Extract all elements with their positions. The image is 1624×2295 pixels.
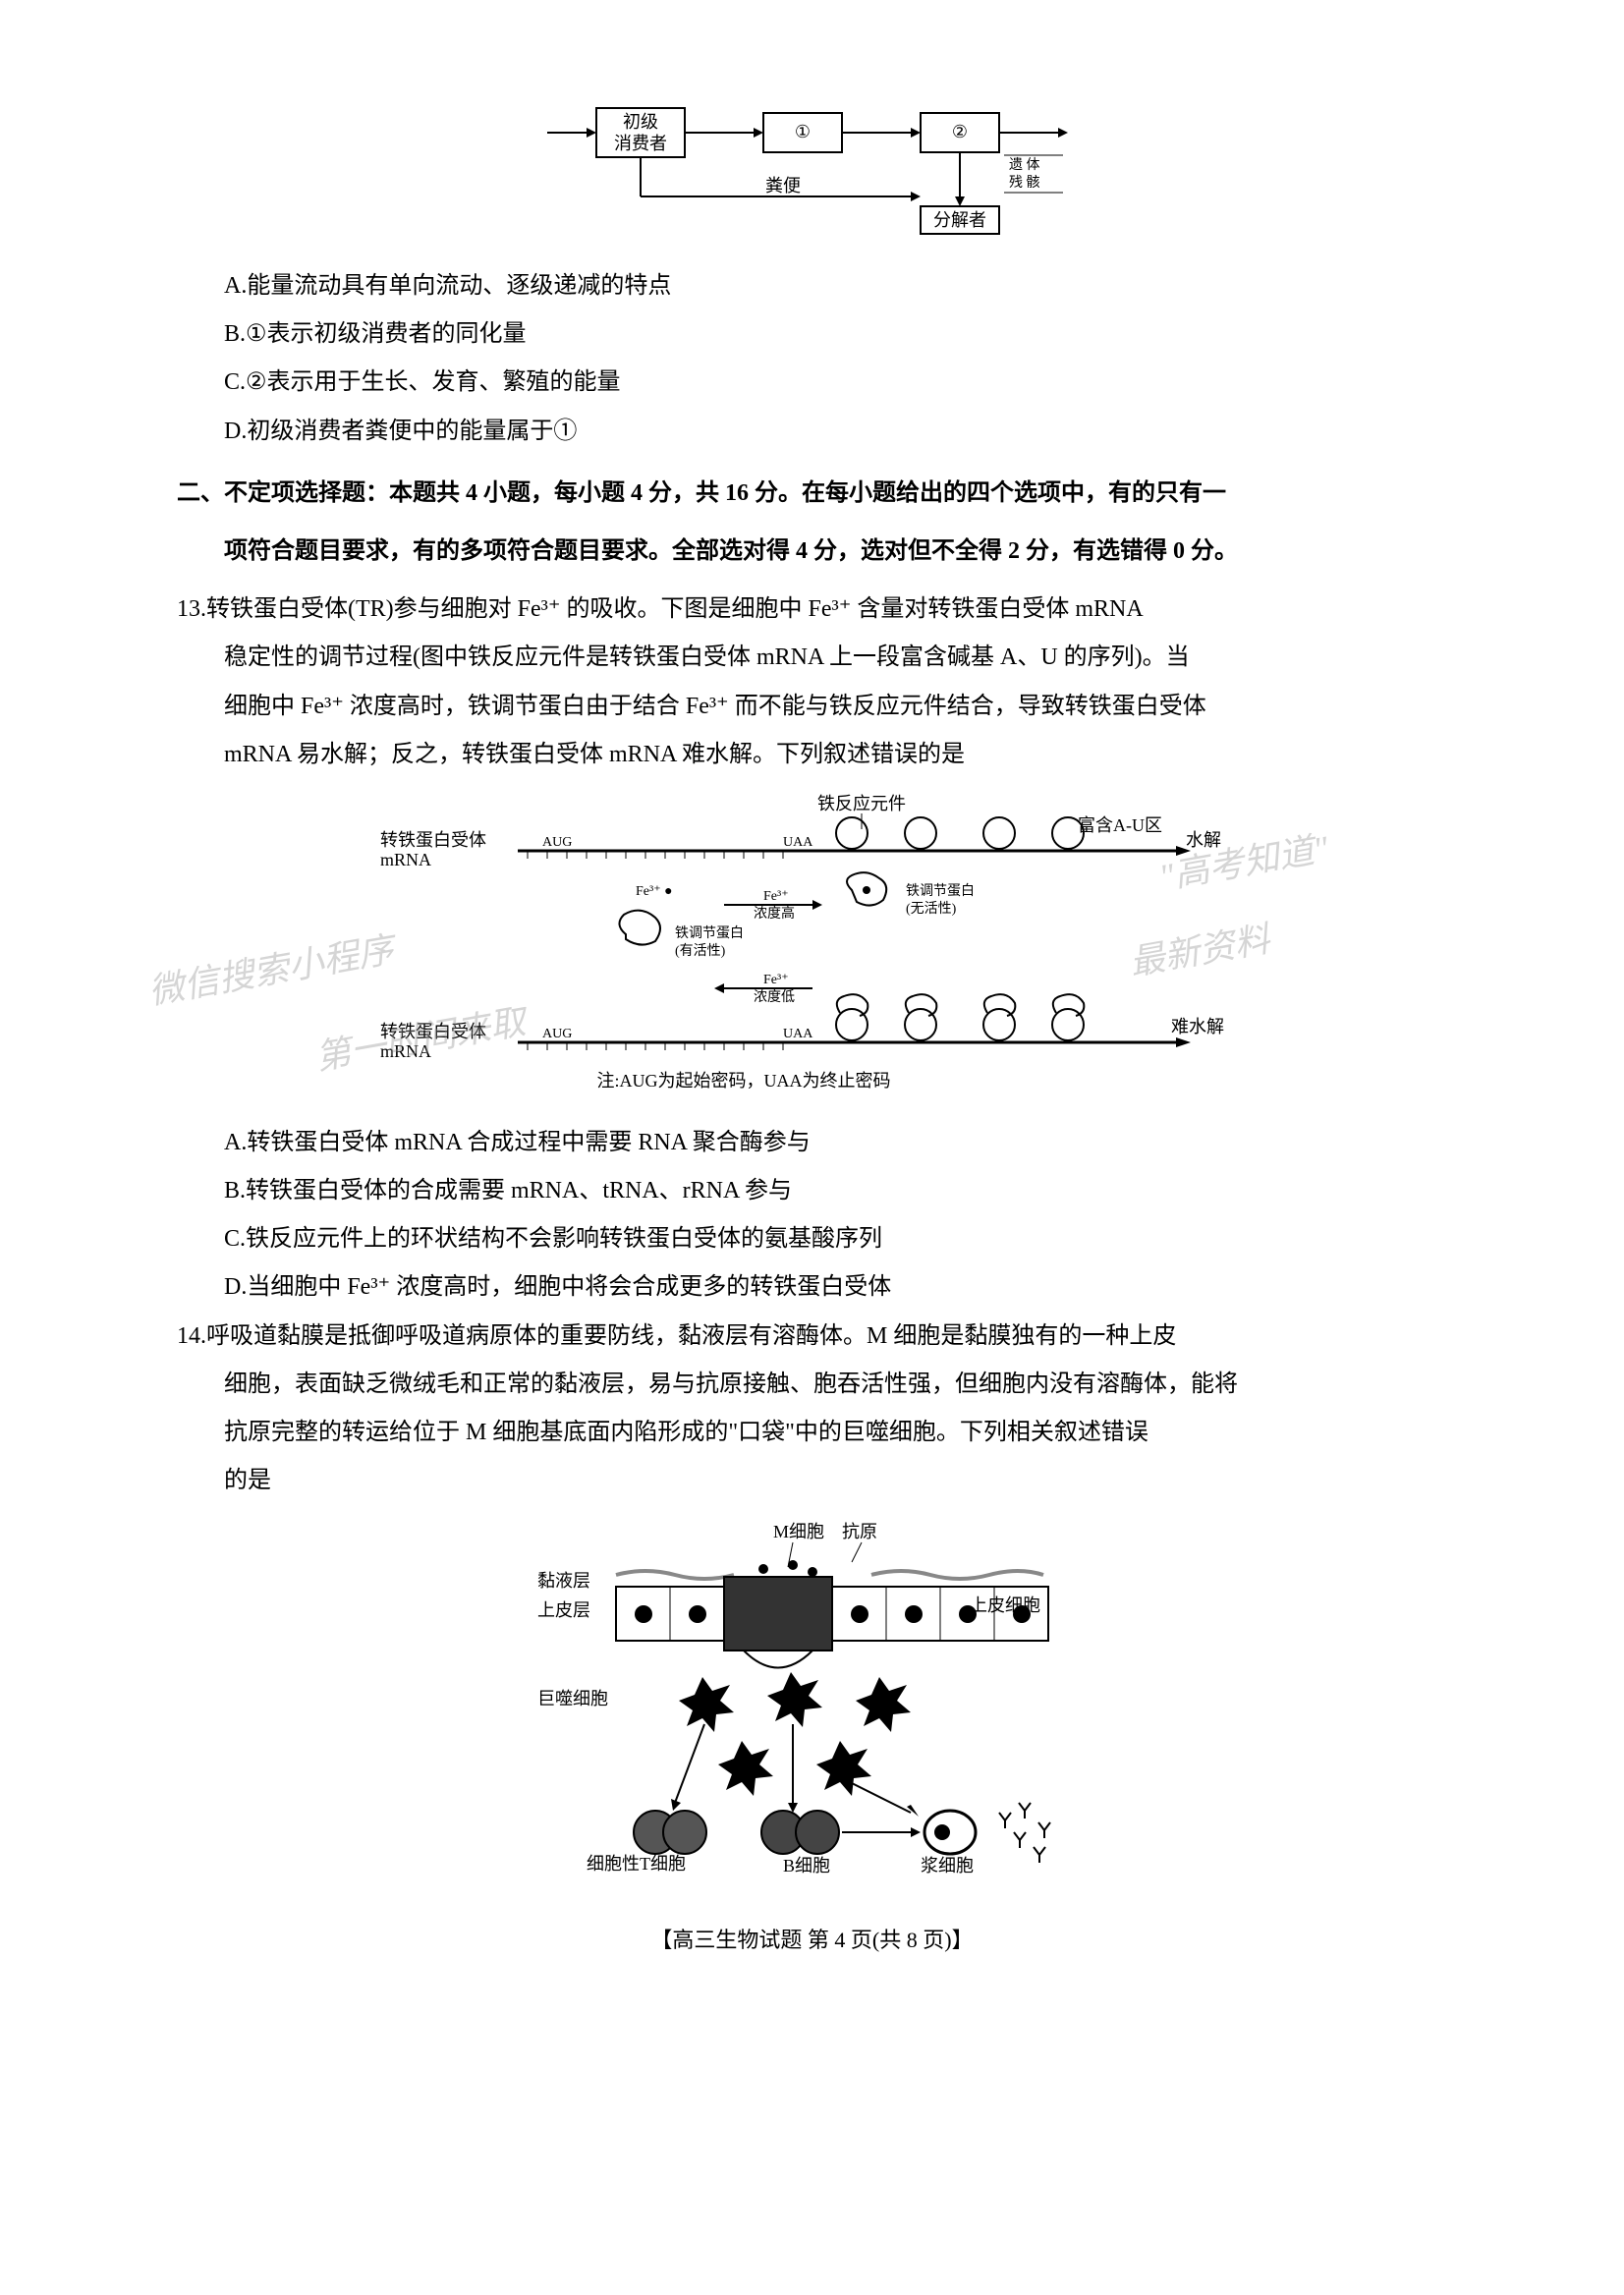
q12-option-c: C.②表示用于生长、发育、繁殖的能量 (224, 362, 1447, 404)
fe-high1: Fe³⁺ (763, 889, 789, 904)
box1-text2: 消费者 (614, 134, 667, 153)
q14-line2: 细胞，表面缺乏微绒毛和正常的黏液层，易与抗原接触、胞吞活性强，但细胞内没有溶酶体… (224, 1364, 1447, 1406)
uaa-bot: UAA (783, 1027, 813, 1041)
diagram-energy-flow: 初级 消费者 ① ② 遗 体 残 骸 粪便 分解者 (177, 98, 1447, 236)
box1-text1: 初级 (623, 112, 658, 132)
mrna-bot-label1: 转铁蛋白受体 (380, 1022, 486, 1041)
hydrolysis-label: 水解 (1186, 830, 1221, 850)
energy-flow-svg: 初级 消费者 ① ② 遗 体 残 骸 粪便 分解者 (518, 98, 1107, 236)
q13-line4: mRNA 易水解；反之，转铁蛋白受体 mRNA 难水解。下列叙述错误的是 (224, 734, 1447, 776)
q14-line4: 的是 (224, 1460, 1447, 1502)
q13-option-b: B.转铁蛋白受体的合成需要 mRNA、tRNA、rRNA 参与 (224, 1170, 1447, 1212)
mrna-svg: 铁反应元件 富含A-U区 水解 转铁蛋白受体 mRNA AUG UAA Fe³⁺… (370, 792, 1255, 1106)
q13-line3: 细胞中 Fe³⁺ 浓度高时，铁调节蛋白由于结合 Fe³⁺ 而不能与铁反应元件结合… (224, 686, 1447, 728)
section2-line2: 项符合题目要求，有的多项符合题目要求。全部选对得 4 分，选对但不全得 2 分，… (224, 531, 1447, 573)
fe-dot: Fe³⁺ ● (636, 884, 673, 899)
epi-label-left: 上皮层 (537, 1600, 590, 1620)
section2-line1: 二、不定项选择题：本题共 4 小题，每小题 4 分，共 16 分。在每小题给出的… (177, 473, 1447, 515)
bcell-label: B细胞 (783, 1856, 830, 1875)
protein-active1: 铁调节蛋白 (675, 925, 744, 941)
macrophage-label: 巨噬细胞 (537, 1689, 608, 1708)
q13-option-a: A.转铁蛋白受体 mRNA 合成过程中需要 RNA 聚合酶参与 (224, 1122, 1447, 1164)
protein-inactive1: 铁调节蛋白 (906, 883, 975, 899)
fe-low2: 浓度低 (754, 989, 795, 1005)
diagram-mcell: M细胞 抗原 黏液层 上皮层 上皮细胞 巨噬细胞 (177, 1518, 1447, 1891)
diagram2-note: 注:AUG为起始密码，UAA为终止密码 (596, 1071, 890, 1091)
side-text1: 遗 体 (1009, 157, 1040, 173)
diagram-mrna: "高考知道" 微信搜索小程序 最新资料 第一时间来取 铁反应元件 富含A-U区 … (177, 792, 1447, 1106)
protein-inactive2: (无活性) (906, 901, 957, 917)
top-label: 铁反应元件 (817, 794, 906, 813)
fe-high2: 浓度高 (754, 905, 795, 922)
page-footer: 【高三生物试题 第 4 页(共 8 页)】 (177, 1921, 1447, 1960)
q12-option-a: A.能量流动具有单向流动、逐级递减的特点 (224, 265, 1447, 308)
plasma-label: 浆细胞 (921, 1856, 974, 1875)
mcell-label: M细胞 (773, 1522, 824, 1541)
uaa-top: UAA (783, 835, 813, 850)
mrna-bot-label2: mRNA (380, 1041, 431, 1061)
q13-line1: 13.转铁蛋白受体(TR)参与细胞对 Fe³⁺ 的吸收。下图是细胞中 Fe³⁺ … (177, 588, 1447, 631)
box2-text: ① (794, 122, 810, 141)
mrna-top-label2: mRNA (380, 850, 431, 869)
mucus-label: 黏液层 (537, 1571, 590, 1591)
decomposer-label: 分解者 (933, 210, 986, 230)
au-label: 富含A-U区 (1078, 815, 1162, 835)
tcell-label: 细胞性T细胞 (587, 1854, 686, 1874)
antigen-label: 抗原 (842, 1522, 877, 1541)
side-text2: 残 骸 (1009, 175, 1040, 191)
box3-text: ② (951, 122, 967, 141)
feces-label: 粪便 (765, 176, 801, 196)
mcell-svg: M细胞 抗原 黏液层 上皮层 上皮细胞 巨噬细胞 (498, 1518, 1127, 1891)
q13-option-d: D.当细胞中 Fe³⁺ 浓度高时，细胞中将会合成更多的转铁蛋白受体 (224, 1266, 1447, 1309)
q12-option-d: D.初级消费者粪便中的能量属于① (224, 411, 1447, 453)
protein-active2: (有活性) (675, 943, 726, 959)
aug-bot: AUG (542, 1027, 572, 1041)
q14-line1: 14.呼吸道黏膜是抵御呼吸道病原体的重要防线，黏液层有溶酶体。M 细胞是黏膜独有… (177, 1315, 1447, 1358)
q13-line2: 稳定性的调节过程(图中铁反应元件是转铁蛋白受体 mRNA 上一段富含碱基 A、U… (224, 637, 1447, 679)
watermark-2: 微信搜索小程序 (143, 918, 398, 1024)
q12-option-b: B.①表示初级消费者的同化量 (224, 313, 1447, 356)
q13-option-c: C.铁反应元件上的环状结构不会影响转铁蛋白受体的氨基酸序列 (224, 1218, 1447, 1260)
q14-line3: 抗原完整的转运给位于 M 细胞基底面内陷形成的"口袋"中的巨噬细胞。下列相关叙述… (224, 1412, 1447, 1454)
fe-low1: Fe³⁺ (763, 973, 789, 987)
mrna-top-label1: 转铁蛋白受体 (380, 830, 486, 850)
aug-top: AUG (542, 835, 572, 850)
hard-hydrolysis: 难水解 (1171, 1017, 1224, 1036)
